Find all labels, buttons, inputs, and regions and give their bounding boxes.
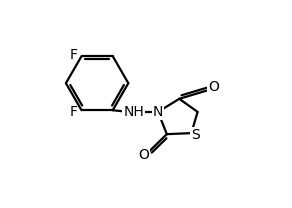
Text: S: S: [192, 128, 200, 142]
Text: O: O: [138, 148, 149, 162]
Text: F: F: [69, 105, 78, 119]
Text: NH: NH: [123, 105, 144, 119]
Text: N: N: [153, 105, 163, 119]
Text: O: O: [208, 80, 219, 94]
Text: F: F: [69, 47, 78, 62]
